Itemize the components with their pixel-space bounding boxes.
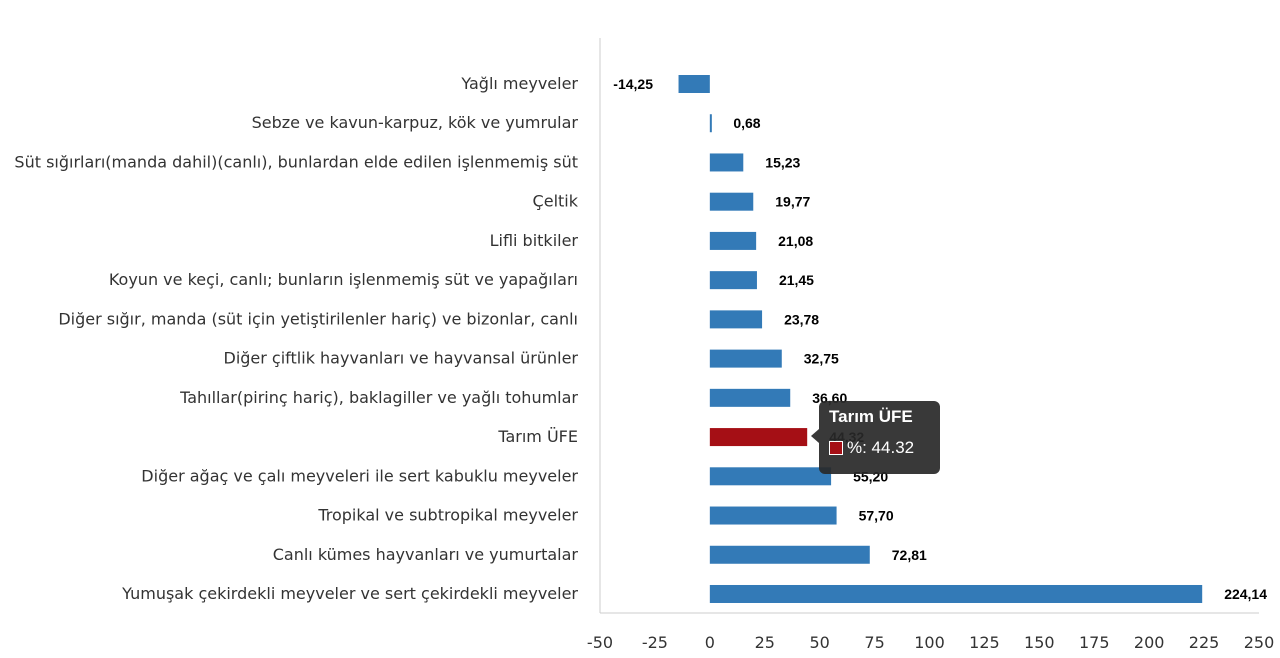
x-tick-label: 75 [864,633,884,652]
category-label: Diğer ağaç ve çalı meyveleri ile sert ka… [141,466,578,485]
x-tick-label: 200 [1134,633,1165,652]
category-label: Süt sığırları(manda dahil)(canlı), bunla… [14,152,578,171]
x-tick-label: 100 [914,633,945,652]
category-label: Diğer çiftlik hayvanları ve hayvansal ür… [224,349,579,368]
category-label: Lifli bitkiler [490,231,579,250]
bar-highlighted[interactable] [709,428,808,447]
x-tick-labels: -50 -25 0 25 50 75 100 125 150 175 200 225 250 [587,633,1274,652]
category-labels: Yağlı meyveler Sebze ve kavun-karpuz, kök… [14,74,578,603]
tooltip-row: %: 44.32 [829,439,930,457]
bar[interactable] [709,506,837,525]
bar[interactable] [709,467,832,486]
x-tick-label: 0 [705,633,715,652]
value-label: 23,78 [784,311,819,327]
value-label: 21,45 [779,272,814,288]
x-tick-label: 125 [969,633,1000,652]
tooltip: Tarım ÜFE %: 44.32 [811,401,940,474]
bars [678,75,1203,603]
bar[interactable] [678,75,710,93]
bar[interactable] [709,349,782,368]
category-label: Canlı kümes hayvanları ve yumurtalar [273,545,579,564]
category-label: Yumuşak çekirdekli meyveler ve sert çeki… [121,584,578,603]
value-label: -14,25 [613,76,653,92]
category-label: Diğer sığır, manda (süt için yetiştirile… [58,309,578,328]
category-label: Sebze ve kavun-karpuz, kök ve yumrular [252,113,579,132]
x-tick-label: 25 [755,633,775,652]
category-label: Çeltik [533,192,579,211]
x-tick-label: -25 [642,633,668,652]
x-tick-label: 250 [1244,633,1275,652]
value-label: 32,75 [804,351,839,367]
x-tick-label: 175 [1079,633,1110,652]
x-tick-label: 150 [1024,633,1055,652]
bar[interactable] [709,192,754,211]
bar[interactable] [709,153,744,172]
value-label: 21,08 [778,233,813,249]
bar[interactable] [709,114,712,133]
x-tick-label: 50 [809,633,829,652]
bar[interactable] [709,231,757,250]
value-label: 0,68 [733,115,760,131]
value-label: 19,77 [775,194,810,210]
category-label: Tarım ÜFE [497,427,578,446]
bar[interactable] [709,388,791,407]
tooltip-value: %: 44.32 [847,438,915,457]
value-label: 72,81 [892,547,927,563]
value-label: 224,14 [1224,586,1267,602]
tooltip-swatch-icon [829,441,843,455]
x-tick-label: 225 [1189,633,1220,652]
category-label: Tropikal ve subtropikal meyveler [317,506,578,525]
value-label: 15,23 [765,154,800,170]
category-label: Tahıllar(pirinç hariç), baklagiller ve y… [179,388,578,407]
x-tick-label: -50 [587,633,613,652]
bar[interactable] [709,310,763,329]
tooltip-title: Tarım ÜFE [829,407,913,426]
bar[interactable] [709,584,1203,603]
bar[interactable] [709,545,870,564]
category-label: Koyun ve keçi, canlı; bunların işlenmemi… [109,270,578,289]
bar[interactable] [709,271,757,290]
value-label: 57,70 [859,508,894,524]
category-label: Yağlı meyveler [460,74,578,93]
